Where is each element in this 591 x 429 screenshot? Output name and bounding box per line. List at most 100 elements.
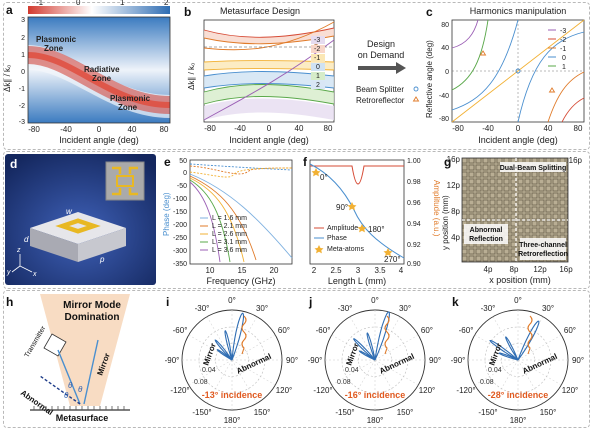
svg-text:0: 0	[516, 124, 521, 133]
svg-text:3.5: 3.5	[374, 266, 386, 275]
svg-text:270°: 270°	[384, 255, 401, 264]
polar-angle-label: 30°	[399, 304, 411, 313]
svg-text:-150: -150	[173, 209, 187, 216]
svg-text:Incident angle (deg): Incident angle (deg)	[59, 135, 139, 145]
svg-text:L = 1.6 mm: L = 1.6 mm	[212, 215, 247, 222]
svg-text:Beam Splitter: Beam Splitter	[356, 85, 404, 94]
gold-resonator	[55, 218, 101, 234]
svg-text:4p: 4p	[484, 265, 493, 274]
svg-text:L = 3.1 mm: L = 3.1 mm	[212, 239, 247, 246]
svg-text:Dual-Beam Splitting: Dual-Beam Splitting	[500, 165, 567, 172]
polar-spoke	[206, 316, 233, 361]
svg-text:Zone: Zone	[44, 44, 64, 53]
svg-text:-80: -80	[439, 116, 449, 123]
radiation-lobe	[216, 349, 233, 361]
svg-text:Zone: Zone	[118, 103, 138, 112]
svg-text:Plasmonic: Plasmonic	[36, 35, 77, 44]
svg-text:h: h	[6, 295, 13, 309]
section-frame-top	[3, 2, 590, 150]
panel-e: e L = 1.6 mm L = 2.1 mm L = 2.6 mm L = 3…	[162, 155, 293, 286]
meta-atom-markers	[311, 168, 393, 257]
svg-text:Metasurface Design: Metasurface Design	[220, 6, 300, 16]
svg-text:0: 0	[76, 0, 81, 7]
svg-text:Abnormal: Abnormal	[19, 388, 55, 417]
polar-angle-label: 60°	[564, 326, 576, 335]
panel-c: c Harmonics manipulation -3 -2 -1 0 1 80…	[425, 5, 585, 145]
polar-spoke	[517, 334, 562, 361]
svg-text:-350: -350	[173, 261, 187, 268]
svg-text:12p: 12p	[533, 265, 547, 274]
beam-cone	[40, 294, 130, 406]
svg-text:80: 80	[441, 22, 449, 29]
svg-text:-3: -3	[314, 37, 320, 44]
panel-h: h Mirror Mode Domination Transmitter Mir…	[6, 294, 130, 423]
colorbar-ticks: -1 0 1 2	[36, 0, 169, 7]
svg-text:1.00: 1.00	[407, 158, 421, 165]
svg-text:y: y	[6, 269, 11, 276]
legend-b: -3 -2 -1 0 1 2	[311, 36, 325, 89]
svg-text:-2: -2	[19, 103, 25, 110]
svg-text:L = 3.6 mm: L = 3.6 mm	[212, 247, 247, 254]
svg-text:40: 40	[544, 124, 553, 133]
svg-text:Length L (mm): Length L (mm)	[328, 276, 386, 286]
radial-tick: 0.04	[345, 367, 359, 374]
svg-text:1: 1	[316, 73, 320, 80]
polar-angle-label: -60°	[316, 326, 331, 335]
svg-text:Reflective angle (deg): Reflective angle (deg)	[425, 40, 434, 118]
radiation-lobe	[366, 332, 376, 361]
svg-text:Metasurface: Metasurface	[56, 413, 109, 423]
svg-text:-1: -1	[314, 55, 320, 62]
polar-angle-label: -30°	[195, 304, 210, 313]
svg-text:180°: 180°	[368, 225, 385, 234]
polar-spoke	[231, 359, 258, 404]
panel-f: f 0° 90° 180° 270° Amplitude Phase Meta-…	[303, 155, 441, 286]
svg-text:θ: θ	[64, 391, 69, 400]
svg-text:x position (mm): x position (mm)	[489, 275, 551, 285]
svg-text:Zone: Zone	[92, 74, 112, 83]
svg-text:L = 2.6 mm: L = 2.6 mm	[212, 231, 247, 238]
svg-text:0: 0	[183, 170, 187, 177]
svg-text:-300: -300	[173, 248, 187, 255]
svg-text:Domination: Domination	[65, 312, 120, 323]
section-frame-middle	[3, 151, 590, 289]
radiation-lobe	[231, 312, 245, 361]
svg-text:0: 0	[21, 69, 25, 76]
svg-text:40: 40	[128, 125, 137, 134]
svg-text:-1: -1	[560, 46, 566, 53]
svg-text:4: 4	[399, 266, 404, 275]
radiation-lobe	[489, 339, 519, 361]
polar-angle-label: 150°	[540, 408, 557, 417]
svg-text:0.94: 0.94	[407, 221, 421, 228]
svg-text:80: 80	[324, 124, 333, 133]
svg-text:0: 0	[316, 64, 320, 71]
polar-angle-label: 0°	[514, 296, 522, 305]
radiation-lobe	[224, 329, 233, 361]
svg-text:Retroreflection: Retroreflection	[518, 251, 568, 258]
panel-a: a -1 0 1 2 Plasmonic Zone Radiative Zone…	[3, 0, 171, 145]
abnormal-label: Abnormal	[235, 352, 273, 376]
polar-angle-label: 90°	[572, 356, 584, 365]
svg-text:Radiative: Radiative	[84, 65, 120, 74]
svg-text:Harmonics manipulation: Harmonics manipulation	[470, 6, 567, 16]
polar-spoke	[517, 359, 562, 386]
svg-text:Three-channel: Three-channel	[519, 242, 567, 249]
svg-text:2: 2	[21, 35, 25, 42]
polar-angle-label: -120°	[456, 386, 475, 395]
svg-text:16p: 16p	[569, 156, 583, 165]
panel-label: i	[166, 295, 169, 309]
svg-text:Amplitude: Amplitude	[327, 225, 358, 232]
svg-text:1: 1	[21, 52, 25, 59]
polar-spoke	[349, 316, 376, 361]
incident-wave-icon	[384, 315, 390, 355]
radial-tick: 0.08	[194, 379, 208, 386]
polar-angle-label: 180°	[510, 416, 527, 425]
panel-k-polar: k 0° 30° 60° 90° 120° 150° 180° -150° -120° -90° -6…	[451, 295, 584, 425]
gold-resonator-top-view	[112, 166, 138, 196]
svg-text:e: e	[164, 155, 171, 169]
incident-wave-icon	[241, 315, 247, 355]
polar-angle-label: -90°	[308, 356, 323, 365]
polar-angle-label: 120°	[562, 386, 579, 395]
polar-angle-label: -120°	[170, 386, 189, 395]
svg-text:Transmitter: Transmitter	[24, 324, 48, 359]
polar-angle-label: 150°	[254, 408, 271, 417]
